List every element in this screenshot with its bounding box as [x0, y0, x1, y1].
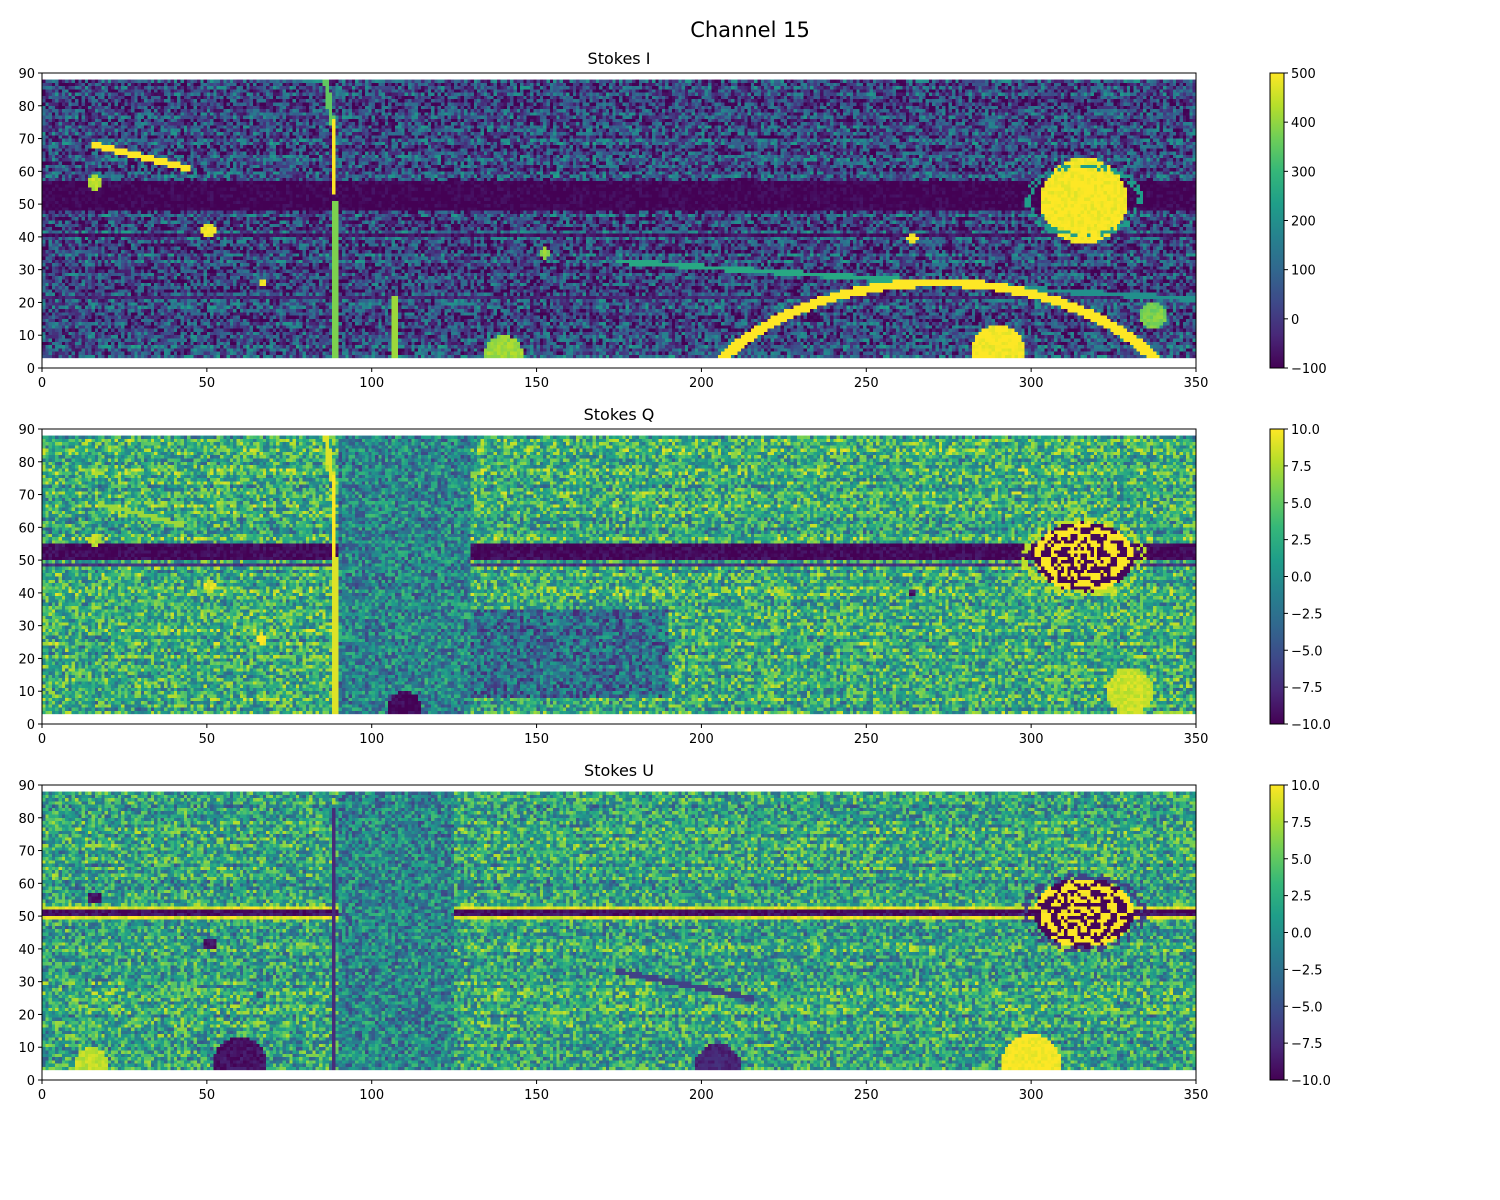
x-tick-label: 150	[524, 376, 549, 391]
x-tick-label: 0	[38, 376, 46, 391]
heatmap-image	[42, 791, 1196, 1071]
x-tick-label: 50	[199, 732, 216, 747]
y-tick-label: 70	[18, 489, 35, 504]
y-tick-label: 20	[18, 1008, 35, 1023]
heatmap-image	[42, 435, 1196, 715]
x-tick-label: 250	[854, 376, 879, 391]
x-tick-label: 50	[199, 376, 216, 391]
y-tick-label: 60	[18, 521, 35, 536]
x-tick-label: 200	[689, 376, 714, 391]
colorbar-tick-label: 400	[1291, 116, 1316, 131]
axes-frame	[41, 72, 1197, 369]
x-tick-label: 100	[359, 1088, 384, 1103]
colorbar-tick-label: 500	[1291, 67, 1316, 82]
y-tick-label: 70	[18, 133, 35, 148]
y-tick-label: 0	[27, 1074, 35, 1089]
x-tick-label: 150	[524, 732, 549, 747]
y-tick-label: 90	[18, 67, 35, 82]
x-tick-label: 0	[38, 732, 46, 747]
x-tick-label: 350	[1184, 1088, 1209, 1103]
y-tick-label: 10	[18, 329, 35, 344]
y-tick-label: 20	[18, 296, 35, 311]
y-tick-label: 20	[18, 652, 35, 667]
y-tick-label: 80	[18, 812, 35, 827]
x-tick-label: 200	[689, 732, 714, 747]
axes-frame	[41, 784, 1197, 1081]
y-tick-label: 60	[18, 165, 35, 180]
colorbar-tick-label: 7.5	[1291, 460, 1312, 475]
x-tick-label: 100	[359, 376, 384, 391]
colorbar-tick-label: −2.5	[1291, 963, 1323, 978]
colorbar-tick-label: −10.0	[1291, 718, 1331, 733]
colorbar-tick-label: −10.0	[1291, 1074, 1331, 1089]
x-tick-label: 250	[854, 1088, 879, 1103]
panel-title: Stokes I	[588, 49, 651, 68]
y-tick-label: 90	[18, 423, 35, 438]
panel-title: Stokes U	[584, 761, 654, 780]
y-tick-label: 90	[18, 779, 35, 794]
colorbar-tick-label: 0	[1291, 313, 1299, 328]
axes-frame	[41, 428, 1197, 725]
x-tick-label: 200	[689, 1088, 714, 1103]
panel-title: Stokes Q	[584, 405, 655, 424]
y-tick-label: 30	[18, 264, 35, 279]
colorbar-tick-label: −7.5	[1291, 681, 1323, 696]
y-tick-label: 60	[18, 877, 35, 892]
colorbar	[1269, 784, 1285, 1081]
y-tick-label: 80	[18, 100, 35, 115]
y-tick-label: 0	[27, 718, 35, 733]
colorbar-tick-label: 7.5	[1291, 816, 1312, 831]
x-tick-label: 300	[1019, 376, 1044, 391]
colorbar-tick-label: 0.0	[1291, 571, 1312, 586]
colorbar-tick-label: 10.0	[1291, 779, 1320, 794]
heatmap-image	[42, 79, 1196, 359]
x-tick-label: 300	[1019, 1088, 1044, 1103]
colorbar-tick-label: −100	[1291, 362, 1327, 377]
x-tick-label: 250	[854, 732, 879, 747]
y-tick-label: 40	[18, 943, 35, 958]
y-tick-label: 70	[18, 845, 35, 860]
x-tick-label: 350	[1184, 376, 1209, 391]
colorbar-tick-label: 2.5	[1291, 890, 1312, 905]
colorbar-tick-label: 100	[1291, 264, 1316, 279]
x-tick-label: 300	[1019, 732, 1044, 747]
x-tick-label: 50	[199, 1088, 216, 1103]
y-tick-label: 40	[18, 231, 35, 246]
y-tick-label: 10	[18, 1041, 35, 1056]
x-tick-label: 150	[524, 1088, 549, 1103]
y-tick-label: 50	[18, 910, 35, 925]
colorbar-tick-label: −5.0	[1291, 1000, 1323, 1015]
y-tick-label: 10	[18, 685, 35, 700]
panel-2: Stokes Q 0 50 100 150 200 250 300 350 0 10 20 30 40 50…	[18, 405, 1330, 747]
colorbar-tick-label: −5.0	[1291, 644, 1323, 659]
colorbar-tick-label: 300	[1291, 165, 1316, 180]
y-tick-label: 50	[18, 554, 35, 569]
y-tick-label: 30	[18, 976, 35, 991]
colorbar-tick-label: 0.0	[1291, 927, 1312, 942]
y-tick-label: 40	[18, 587, 35, 602]
x-tick-label: 350	[1184, 732, 1209, 747]
x-tick-label: 100	[359, 732, 384, 747]
y-tick-label: 0	[27, 362, 35, 377]
colorbar-tick-label: −2.5	[1291, 607, 1323, 622]
y-tick-label: 30	[18, 620, 35, 635]
figure-title: Channel 15	[690, 18, 810, 42]
colorbar-tick-label: 2.5	[1291, 534, 1312, 549]
colorbar	[1269, 72, 1285, 369]
colorbar-tick-label: 200	[1291, 215, 1316, 230]
colorbar	[1269, 428, 1285, 725]
y-tick-label: 80	[18, 456, 35, 471]
colorbar-tick-label: 10.0	[1291, 423, 1320, 438]
colorbar-tick-label: −7.5	[1291, 1037, 1323, 1052]
panel-3: Stokes U 0 50 100 150 200 250 300 350 0 10 20 30 40 50…	[18, 761, 1330, 1103]
colorbar-tick-label: 5.0	[1291, 497, 1312, 512]
panel-1: Stokes I 0 50 100 150 200 250 300 350 0 10 20 30 40 50…	[18, 49, 1326, 391]
x-tick-label: 0	[38, 1088, 46, 1103]
colorbar-tick-label: 5.0	[1291, 853, 1312, 868]
y-tick-label: 50	[18, 198, 35, 213]
